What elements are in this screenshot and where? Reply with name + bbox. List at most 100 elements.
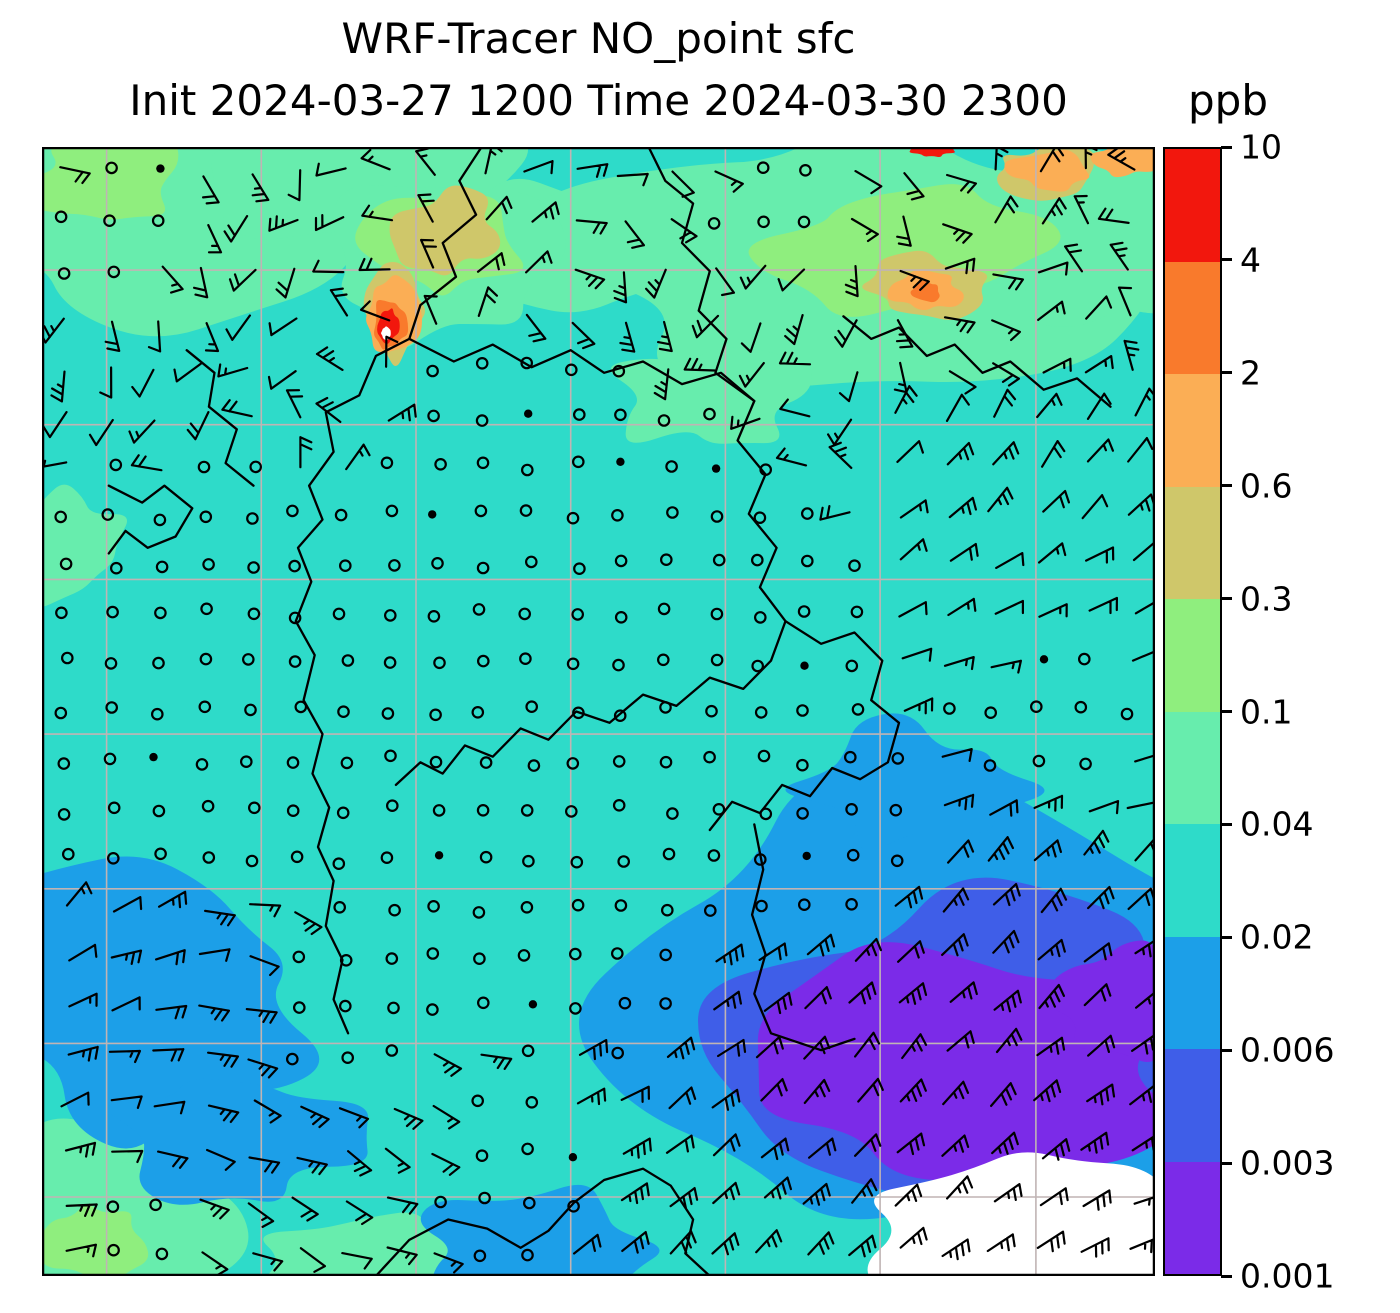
calm-circle (519, 652, 532, 665)
calm-circle (198, 700, 212, 714)
calm-circle (614, 408, 627, 422)
colorbar (1163, 147, 1222, 1276)
calm-circle (240, 755, 253, 768)
calm-circle (383, 656, 397, 669)
calm-circle (475, 414, 489, 427)
calm-circle (845, 659, 859, 673)
colorbar-segment (1165, 824, 1220, 937)
colorbar-segment (1165, 374, 1220, 487)
calm-circle (57, 267, 71, 280)
calm-circle (610, 947, 624, 960)
calm-circle (890, 854, 904, 868)
calm-circle (564, 363, 578, 377)
coastline-path (374, 1167, 711, 1276)
calm-circle (427, 409, 440, 423)
fill-region (1004, 149, 1090, 192)
coastline-path (842, 315, 1112, 408)
calm-circle (247, 607, 261, 621)
calm-circle (703, 750, 716, 764)
colorbar-title: ppb (1188, 76, 1268, 125)
calm-circle (570, 855, 584, 869)
calm-circle (572, 706, 585, 720)
coastline-path (294, 147, 483, 1035)
calm-circle (101, 508, 115, 521)
calm-circle (710, 510, 724, 523)
calm-circle (612, 364, 626, 378)
calm-circle (286, 804, 300, 817)
calm-circle (107, 265, 121, 279)
calm-circle (336, 806, 350, 820)
calm-circle (153, 513, 167, 527)
colorbar-segment (1165, 1049, 1220, 1162)
calm-circle (473, 1249, 487, 1263)
calm-circle (332, 857, 346, 870)
calm-circle (524, 555, 538, 569)
calm-circle (611, 1046, 624, 1060)
calm-circle (1120, 707, 1134, 721)
calm-circle (572, 408, 586, 421)
calm-circle (286, 1052, 299, 1066)
coastline-path (394, 337, 787, 787)
calm-circle (434, 1195, 447, 1209)
calm-dot (711, 464, 721, 473)
calm-circle (617, 855, 630, 868)
calm-circle (665, 460, 678, 473)
calm-circle (757, 749, 771, 763)
calm-dot (524, 409, 533, 418)
calm-circle (476, 456, 490, 470)
calm-circle (199, 510, 213, 524)
calm-circle (384, 749, 397, 763)
colorbar-tick-label: 0.1 (1240, 692, 1293, 731)
colorbar-tick (1221, 258, 1232, 262)
calm-circle (799, 163, 812, 177)
calm-circle (332, 607, 346, 621)
calm-circle (388, 559, 401, 572)
wind-barbs-layer (42, 147, 1155, 1276)
calm-circle (476, 654, 490, 668)
plot-frame (42, 147, 1155, 1276)
calm-circle (385, 1044, 399, 1057)
colorbar-segment (1165, 1161, 1220, 1274)
calm-circle (54, 706, 68, 720)
calm-circle (388, 903, 401, 917)
calm-circle (385, 504, 399, 518)
calm-circle (522, 1196, 536, 1210)
calm-circle (478, 1191, 491, 1205)
calm-circle (566, 757, 580, 770)
fill-region (107, 1078, 369, 1205)
calm-circle (520, 356, 533, 370)
calm-circle (288, 655, 302, 668)
calm-circle (662, 847, 676, 861)
calm-circle (614, 554, 628, 568)
calm-circle (433, 656, 446, 670)
colorbar-tick (1221, 371, 1232, 375)
coastline-path (647, 147, 756, 403)
calm-circle (202, 558, 215, 571)
calm-circle (426, 947, 440, 960)
calm-circle (427, 899, 440, 913)
calm-circle (525, 1095, 539, 1109)
calm-circle (381, 707, 395, 720)
calm-circle (429, 755, 443, 769)
calm-circle (149, 1198, 162, 1212)
calm-circle (479, 756, 493, 769)
calm-circle (434, 457, 447, 471)
calm-circle (800, 507, 814, 520)
calm-circle (385, 952, 399, 965)
calm-circle (753, 511, 767, 524)
colorbar-tick (1221, 1274, 1232, 1278)
calm-circle (341, 1051, 354, 1064)
calm-circle (109, 458, 123, 472)
calm-circle (151, 707, 164, 721)
calm-circle (521, 1248, 534, 1262)
colorbar-segment (1165, 936, 1220, 1049)
calm-circle (657, 414, 671, 427)
calm-circle (618, 996, 632, 1010)
calm-dot (528, 1000, 538, 1009)
calm-circle (476, 561, 490, 575)
calm-circle (385, 799, 399, 812)
calm-circle (707, 849, 721, 862)
map-plot-area (42, 147, 1155, 1276)
calm-circle (612, 798, 626, 812)
calm-circle (333, 900, 346, 914)
